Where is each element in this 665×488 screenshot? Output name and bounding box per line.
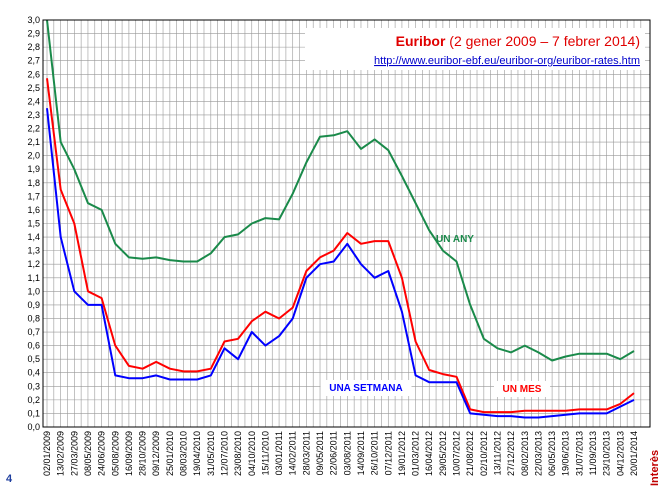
x-tick-label: 13/02/2009 [56, 431, 66, 476]
x-tick-label: 08/03/2010 [179, 431, 189, 476]
x-tick-label: 23/08/2010 [233, 431, 243, 476]
y-tick-label: 0,6 [27, 341, 40, 351]
source-url: http://www.euribor-ebf.eu/euribor-org/eu… [374, 55, 640, 67]
y-tick-label: 0,3 [27, 381, 40, 391]
y-tick-label: 1,9 [27, 164, 40, 174]
y-tick-label: 2,1 [27, 137, 40, 147]
x-tick-label: 29/05/2012 [438, 431, 448, 476]
y-tick-label: 2,2 [27, 124, 40, 134]
series-line [46, 78, 635, 414]
x-tick-label: 01/03/2012 [411, 431, 421, 476]
x-tick-label: 14/02/2011 [288, 431, 298, 475]
x-tick-label: 08/02/2013 [520, 431, 530, 476]
x-tick-label: 27/12/2012 [506, 431, 516, 476]
x-tick-label: 06/05/2013 [547, 431, 557, 476]
y-tick-label: 0,8 [27, 313, 40, 323]
series-label: UN MES [503, 384, 542, 395]
x-tick-label: 24/06/2009 [97, 431, 107, 476]
x-tick-label: 22/03/2013 [533, 431, 543, 476]
page-number: 4 [6, 473, 13, 485]
x-tick-label: 09/12/2009 [151, 431, 161, 476]
title-main: Euribor [396, 33, 446, 49]
x-tick-label: 03/01/2011 [274, 431, 284, 475]
x-tick-label: 02/10/2012 [479, 431, 489, 476]
y-tick-label: 2,8 [27, 42, 40, 52]
x-tick-label: 19/04/2010 [192, 431, 202, 476]
x-tick-label: 13/11/2012 [492, 431, 502, 475]
x-tick-label: 26/10/2011 [370, 431, 380, 475]
x-tick-label: 14/09/2011 [356, 431, 366, 475]
series-line [46, 108, 635, 419]
y-tick-label: 1,6 [27, 205, 40, 215]
series-line [46, 19, 635, 362]
y-tick-label: 1,8 [27, 178, 40, 188]
x-tick-label: 04/12/2013 [615, 431, 625, 476]
lines [46, 19, 635, 419]
y-tick-label: 1,7 [27, 191, 40, 201]
x-tick-label: 22/06/2011 [329, 431, 339, 475]
x-tick-label: 19/01/2012 [397, 431, 407, 476]
x-tick-label: 02/01/2009 [42, 431, 52, 476]
y-tick-label: 1,4 [27, 232, 40, 242]
x-tick-label: 28/10/2009 [138, 431, 148, 476]
x-tick-label: 08/05/2009 [83, 431, 93, 476]
y-tick-label: 0,2 [27, 395, 40, 405]
y-tick-label: 3,0 [27, 15, 40, 25]
series-label: UN ANY [436, 234, 474, 245]
y-tick-label: 0,1 [27, 408, 40, 418]
y-tick-label: 2,0 [27, 151, 40, 161]
label-box [320, 380, 412, 396]
y-tick-label: 1,0 [27, 286, 40, 296]
x-tick-label: 04/10/2010 [247, 431, 257, 476]
x-axis-label: Interès [649, 450, 661, 486]
y-tick-label: 0,7 [27, 327, 40, 337]
y-tick-label: 0,0 [27, 422, 40, 432]
x-tick-label: 25/01/2010 [165, 431, 175, 476]
y-tick-label: 2,3 [27, 110, 40, 120]
y-tick-label: 2,9 [27, 29, 40, 39]
x-tick-label: 31/07/2013 [574, 431, 584, 476]
x-tick-label: 15/11/2010 [260, 431, 270, 475]
x-tick-label: 12/07/2010 [219, 431, 229, 476]
y-tick-label: 1,2 [27, 259, 40, 269]
y-tick-label: 1,3 [27, 246, 40, 256]
x-tick-label: 10/07/2012 [452, 431, 462, 476]
y-tick-label: 2,6 [27, 69, 40, 79]
y-tick-label: 2,5 [27, 83, 40, 93]
y-tick-label: 2,4 [27, 96, 40, 106]
x-tick-label: 16/04/2012 [424, 431, 434, 476]
x-tick-label: 11/09/2013 [588, 431, 598, 475]
x-tick-label: 20/01/2014 [629, 431, 639, 476]
y-tick-label: 1,1 [27, 273, 40, 283]
y-tick-label: 1,5 [27, 219, 40, 229]
y-tick-label: 0,9 [27, 300, 40, 310]
x-tick-label: 19/06/2013 [561, 431, 571, 476]
y-tick-label: 2,7 [27, 56, 40, 66]
series-label: UNA SETMANA [329, 383, 403, 394]
x-tick-label: 28/03/2011 [301, 431, 311, 475]
grid [43, 19, 650, 428]
plot-frame [42, 19, 651, 428]
x-tick-label: 03/08/2011 [342, 431, 352, 475]
label-box [494, 381, 550, 397]
x-tick-label: 23/10/2013 [602, 431, 612, 476]
subtitle: (2 gener 2009 – 7 febrer 2014) [449, 33, 640, 49]
y-tick-label: 0,5 [27, 354, 40, 364]
title-box [305, 28, 645, 70]
y-tick-label: 0,4 [27, 368, 40, 378]
chart-title: Euribor (2 gener 2009 – 7 febrer 2014) [396, 33, 640, 49]
x-tick-label: 16/09/2009 [124, 431, 134, 476]
x-tick-label: 21/08/2012 [465, 431, 475, 476]
x-tick-label: 05/08/2009 [110, 431, 120, 476]
x-tick-label: 27/03/2009 [69, 431, 79, 476]
x-tick-label: 07/12/2011 [383, 431, 393, 475]
x-tick-label: 31/05/2010 [206, 431, 216, 476]
x-tick-label: 09/05/2011 [315, 431, 325, 475]
